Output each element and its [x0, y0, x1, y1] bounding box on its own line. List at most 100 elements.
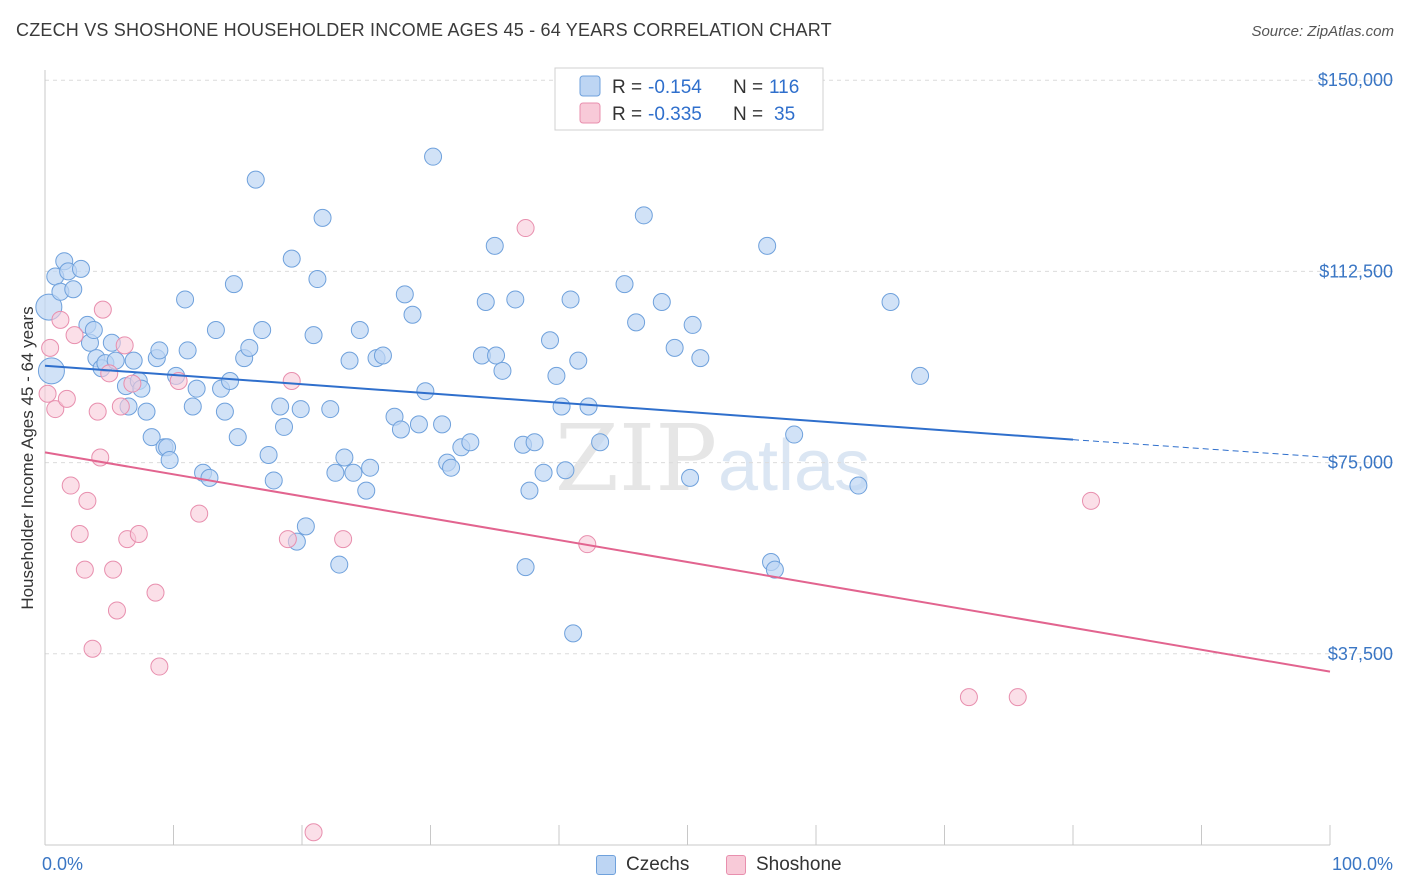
chart-title: CZECH VS SHOSHONE HOUSEHOLDER INCOME AGE…: [16, 20, 832, 40]
legend-shoshone-n-label: N =: [733, 104, 763, 125]
czechs-point: [516, 558, 535, 577]
czechs-point: [344, 463, 363, 482]
czechs-point: [321, 400, 340, 419]
shoshone-point: [959, 688, 978, 707]
czechs-point: [547, 366, 566, 385]
czechs-point: [326, 463, 345, 482]
czechs-point: [579, 397, 598, 416]
czechs-point: [304, 326, 323, 345]
shoshone-point: [146, 583, 165, 602]
czechs-point: [849, 476, 868, 495]
czechs-point: [224, 275, 243, 294]
y-tick-label: $112,500: [1319, 261, 1393, 281]
czechs-point: [765, 560, 784, 579]
shoshone-point: [83, 639, 102, 658]
legend-shoshone-n-value: 35: [774, 104, 795, 125]
czechs-point: [758, 236, 777, 255]
czechs-point: [340, 351, 359, 370]
czechs-point: [71, 259, 90, 278]
czechs-point: [561, 290, 580, 309]
legend-swatch-shoshone: [579, 102, 601, 124]
czechs-trend-extension: [1072, 439, 1331, 458]
czechs-point: [615, 275, 634, 294]
czechs-point: [178, 341, 197, 360]
czechs-point: [506, 290, 525, 309]
correlation-legend: R = -0.154 N = 116 R = -0.335 N = 35: [554, 67, 824, 131]
czechs-point: [183, 397, 202, 416]
czechs-point: [264, 471, 283, 490]
shoshone-point: [107, 601, 126, 620]
czechs-point: [296, 517, 315, 536]
czechs-point: [246, 170, 265, 189]
czechs-point: [308, 270, 327, 289]
czechs-point: [228, 428, 247, 447]
czechs-point: [253, 321, 272, 340]
czechs-point: [282, 249, 301, 268]
shoshone-point: [78, 491, 97, 510]
czechs-point: [37, 357, 65, 385]
shoshone-point: [51, 310, 70, 329]
czechs-point: [461, 433, 480, 452]
czechs-point: [591, 433, 610, 452]
czechs-point: [200, 468, 219, 487]
czechs-point: [785, 425, 804, 444]
czechs-point: [493, 361, 512, 380]
legend-shoshone-r-value: -0.335: [648, 104, 702, 125]
shoshone-point: [57, 389, 76, 408]
czechs-point: [424, 147, 443, 166]
y-axis-label: Householder Income Ages 45 - 64 years: [18, 306, 37, 609]
shoshone-trend-line: [44, 451, 1331, 673]
shoshone-point: [190, 504, 209, 523]
czechs-point: [487, 346, 506, 365]
shoshone-point: [104, 560, 123, 579]
czechs-point: [176, 290, 195, 309]
shoshone-point: [70, 524, 89, 543]
source-credit: Source: ZipAtlas.com: [1251, 23, 1394, 40]
shoshone-point: [169, 372, 188, 391]
czechs-point: [627, 313, 646, 332]
shoshone-point: [61, 476, 80, 495]
czechs-point: [476, 292, 495, 311]
czechs-point: [160, 451, 179, 470]
shoshone-point: [111, 397, 130, 416]
shoshone-point: [278, 530, 297, 549]
shoshone-point: [123, 374, 142, 393]
legend-swatch-czechs: [579, 75, 601, 97]
czechs-point: [433, 415, 452, 434]
czechs-point: [569, 351, 588, 370]
shoshone-point: [41, 338, 60, 357]
czechs-point: [271, 397, 290, 416]
czechs-point: [634, 206, 653, 225]
x-tick-label-min: 0.0%: [42, 854, 83, 874]
shoshone-point: [304, 823, 323, 842]
czechs-point: [881, 292, 900, 311]
shoshone-point: [75, 560, 94, 579]
czechs-point: [520, 481, 539, 500]
czechs-point: [485, 236, 504, 255]
czechs-point: [416, 382, 435, 401]
shoshone-point: [88, 402, 107, 421]
czechs-point: [683, 315, 702, 334]
bottom-legend-swatch-czechs: [596, 855, 616, 875]
legend-czechs-r-label: R =: [612, 77, 642, 98]
x-tick-label-max: 100.0%: [1332, 854, 1393, 874]
bottom-legend-czechs: Czechs: [596, 852, 689, 878]
czechs-point: [291, 400, 310, 419]
czechs-point: [409, 415, 428, 434]
y-tick-label: $75,000: [1328, 453, 1393, 473]
czechs-point: [206, 321, 225, 340]
czechs-point: [275, 417, 294, 436]
legend-czechs-n-label: N =: [733, 77, 763, 98]
czechs-point: [691, 349, 710, 368]
czechs-point: [525, 433, 544, 452]
x-tick-labels: 0.0% 100.0%: [42, 854, 1393, 874]
czechs-point: [373, 346, 392, 365]
bottom-legend-shoshone: Shoshone: [726, 852, 842, 878]
czechs-point: [556, 461, 575, 480]
czechs-point: [361, 458, 380, 477]
watermark-zip: ZIP: [555, 405, 717, 512]
y-tick-labels: $37,500 $75,000 $112,500 $150,000: [1318, 70, 1393, 664]
czechs-point: [552, 397, 571, 416]
legend-czechs-r-value: -0.154: [648, 77, 702, 98]
